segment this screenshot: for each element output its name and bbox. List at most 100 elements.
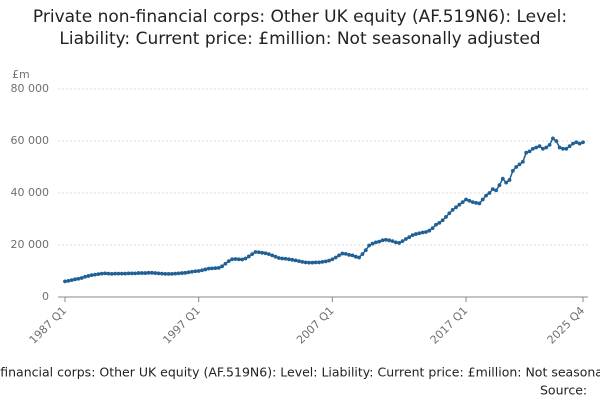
point	[176, 271, 181, 276]
point	[504, 180, 509, 185]
point	[520, 159, 525, 164]
point	[467, 198, 472, 203]
point	[484, 193, 488, 198]
point	[160, 271, 164, 276]
point	[527, 149, 532, 154]
point	[571, 141, 575, 146]
point	[424, 230, 428, 234]
point	[113, 271, 118, 276]
point	[554, 139, 559, 143]
point	[581, 140, 585, 145]
point	[123, 271, 128, 276]
point	[470, 200, 475, 205]
point	[300, 260, 305, 264]
point	[183, 270, 188, 275]
point	[514, 165, 519, 169]
point	[500, 176, 505, 181]
point	[464, 197, 468, 202]
point	[490, 187, 495, 192]
point	[547, 143, 552, 147]
point	[544, 145, 549, 150]
point	[99, 271, 104, 276]
point	[357, 255, 361, 260]
point	[297, 259, 301, 264]
point	[317, 260, 321, 265]
point	[283, 256, 288, 261]
point	[230, 257, 234, 262]
point	[564, 146, 569, 151]
point	[193, 269, 198, 274]
point	[534, 145, 539, 150]
point	[256, 250, 261, 255]
point	[337, 253, 341, 258]
point	[307, 260, 311, 265]
point	[373, 240, 378, 245]
point	[333, 255, 338, 260]
point	[63, 279, 67, 284]
point	[273, 254, 278, 259]
point	[561, 146, 565, 151]
point	[253, 250, 258, 254]
point	[233, 257, 238, 261]
point	[116, 271, 121, 276]
x-tick-label: 1987 Q1	[27, 304, 70, 347]
point	[551, 136, 555, 141]
point	[524, 150, 529, 155]
point	[510, 169, 515, 173]
point	[133, 271, 138, 276]
point	[530, 146, 535, 151]
point	[293, 258, 298, 263]
y-tick-label: 40 000	[11, 186, 50, 199]
point	[410, 233, 415, 238]
point	[407, 235, 412, 240]
point	[246, 254, 251, 259]
point	[450, 208, 455, 212]
point	[119, 271, 124, 276]
y-tick-label: 20 000	[11, 238, 50, 251]
point	[383, 237, 388, 242]
point	[303, 260, 308, 265]
point	[216, 265, 221, 270]
point	[89, 273, 94, 278]
point	[340, 251, 345, 256]
point	[129, 271, 134, 276]
point	[310, 260, 315, 265]
point	[220, 264, 224, 269]
point	[487, 191, 492, 195]
point	[86, 274, 91, 278]
point	[444, 215, 448, 219]
point	[370, 241, 375, 246]
x-tick-label: 2025 Q4	[545, 304, 588, 347]
source: Source:	[540, 383, 587, 398]
point	[156, 271, 161, 276]
point	[537, 144, 542, 149]
point	[414, 232, 418, 236]
chart-title: Private non-financial corps: Other UK eq…	[32, 7, 568, 49]
point	[517, 162, 522, 167]
point	[73, 277, 77, 282]
point	[390, 239, 395, 244]
point	[387, 238, 392, 243]
point	[507, 178, 512, 182]
point	[93, 272, 97, 277]
point	[417, 231, 422, 236]
point	[223, 261, 228, 266]
point	[236, 257, 241, 262]
point	[343, 251, 348, 256]
point	[103, 271, 108, 276]
point	[454, 205, 458, 210]
point	[270, 253, 275, 258]
point	[170, 271, 174, 276]
point	[153, 271, 158, 275]
point	[323, 259, 328, 264]
point	[420, 230, 425, 235]
point	[397, 241, 402, 245]
point	[263, 251, 268, 256]
point	[350, 253, 355, 258]
x-tick-label: 2017 Q1	[428, 304, 471, 347]
point	[434, 222, 438, 227]
point	[494, 188, 499, 193]
point	[250, 252, 255, 256]
point	[540, 146, 545, 151]
point	[353, 254, 358, 259]
